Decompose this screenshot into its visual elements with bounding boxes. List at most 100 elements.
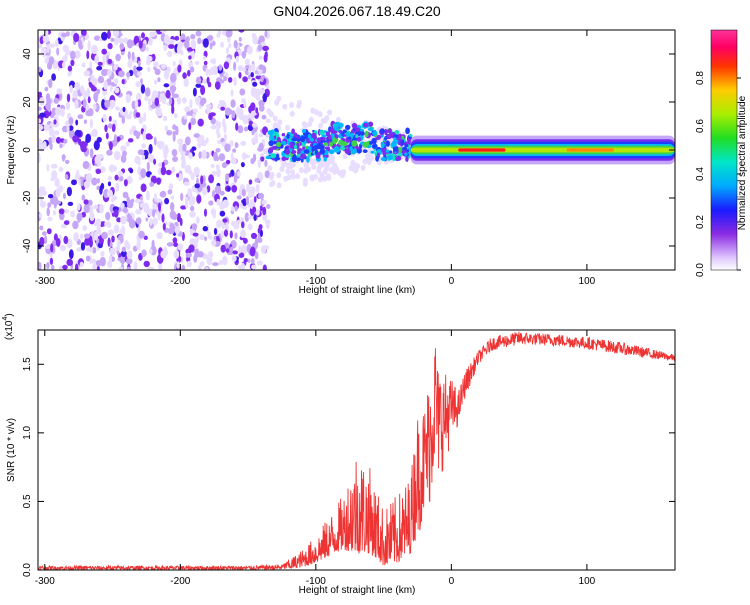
- noise-speck: [146, 46, 149, 52]
- noise-speck: [231, 157, 237, 164]
- noise-speck: [258, 55, 263, 61]
- y-tick-label: 20: [22, 96, 33, 108]
- noise-speck: [101, 48, 107, 55]
- noise-speck: [76, 247, 83, 252]
- noise-speck: [127, 138, 134, 143]
- noise-speck: [262, 206, 267, 216]
- noise-speck: [258, 99, 265, 107]
- noise-speck: [66, 124, 70, 133]
- noise-speck: [97, 242, 103, 249]
- noise-speck: [121, 115, 126, 124]
- y-tick-label: 0.0: [22, 563, 33, 577]
- noise-speck: [38, 66, 42, 73]
- noise-speck: [251, 264, 257, 270]
- noise-speck: [219, 79, 225, 84]
- noise-speck: [58, 166, 64, 172]
- noise-speck: [265, 221, 270, 229]
- noise-speck: [240, 230, 246, 238]
- noise-speck: [72, 135, 79, 143]
- noise-speck: [228, 43, 232, 48]
- noise-speck: [211, 239, 217, 247]
- noise-speck: [120, 250, 127, 258]
- halo-speck: [326, 173, 331, 180]
- noise-speck: [144, 95, 149, 101]
- noise-speck: [135, 112, 141, 118]
- noise-speck: [38, 118, 42, 124]
- noise-speck: [234, 205, 238, 212]
- noise-speck: [77, 202, 81, 211]
- noise-speck: [48, 56, 55, 65]
- noise-speck: [258, 224, 263, 230]
- noise-speck: [210, 66, 214, 76]
- noise-speck: [191, 223, 198, 231]
- noise-speck: [191, 146, 197, 151]
- noise-speck: [138, 40, 143, 49]
- noise-speck: [120, 215, 127, 225]
- transition-speck: [300, 150, 305, 154]
- noise-speck: [159, 191, 165, 198]
- transition-speck: [307, 134, 312, 139]
- noise-speck: [123, 206, 128, 214]
- transition-speck: [373, 129, 377, 136]
- noise-speck: [137, 60, 141, 67]
- transition-speck: [407, 137, 411, 145]
- noise-speck: [264, 170, 270, 179]
- noise-speck: [203, 60, 208, 66]
- noise-speck: [232, 250, 238, 255]
- noise-speck: [120, 51, 125, 56]
- noise-speck: [212, 190, 216, 198]
- x-tick-label: 100: [579, 576, 596, 587]
- noise-speck: [43, 124, 51, 131]
- noise-speck: [46, 43, 50, 54]
- halo-speck: [286, 162, 292, 169]
- noise-speck: [39, 97, 45, 106]
- noise-speck: [134, 155, 141, 165]
- noise-speck: [189, 200, 193, 206]
- noise-speck: [192, 108, 198, 113]
- transition-speck: [385, 140, 390, 147]
- transition-speck: [375, 155, 379, 162]
- noise-speck: [72, 91, 78, 99]
- transition-speck: [335, 121, 341, 127]
- noise-speck: [85, 133, 92, 143]
- noise-speck: [130, 198, 135, 203]
- noise-speck: [188, 169, 193, 176]
- noise-speck: [100, 250, 105, 257]
- noise-speck: [113, 134, 117, 144]
- noise-speck: [145, 217, 149, 222]
- transition-speck: [338, 129, 343, 134]
- noise-speck: [186, 47, 194, 52]
- noise-speck: [154, 192, 157, 203]
- noise-speck: [192, 87, 197, 97]
- noise-speck: [56, 88, 62, 94]
- x-tick-label: -100: [306, 276, 326, 287]
- halo-speck: [324, 115, 330, 122]
- noise-speck: [111, 197, 115, 203]
- noise-speck: [202, 226, 208, 232]
- noise-speck: [99, 234, 103, 245]
- noise-speck: [56, 47, 60, 56]
- noise-speck: [244, 212, 250, 223]
- noise-speck: [177, 243, 184, 251]
- noise-speck: [171, 87, 175, 97]
- signal-core: [566, 148, 615, 152]
- noise-speck: [192, 113, 196, 119]
- x-tick-label: -200: [170, 276, 190, 287]
- noise-speck: [202, 38, 209, 48]
- transition-speck: [291, 137, 298, 142]
- colorbar-label: Normalized spectral amplitude: [737, 95, 748, 230]
- transition-speck: [302, 129, 307, 133]
- noise-speck: [85, 172, 93, 183]
- transition-speck: [333, 146, 340, 153]
- noise-speck: [82, 160, 90, 170]
- noise-speck: [160, 63, 167, 70]
- noise-speck: [248, 120, 253, 126]
- noise-speck: [208, 200, 214, 206]
- halo-speck: [298, 167, 304, 174]
- noise-speck: [197, 37, 202, 45]
- noise-speck: [243, 237, 248, 244]
- transition-speck: [300, 135, 306, 143]
- noise-speck: [147, 152, 153, 162]
- noise-speck: [93, 35, 101, 41]
- halo-speck: [313, 173, 318, 180]
